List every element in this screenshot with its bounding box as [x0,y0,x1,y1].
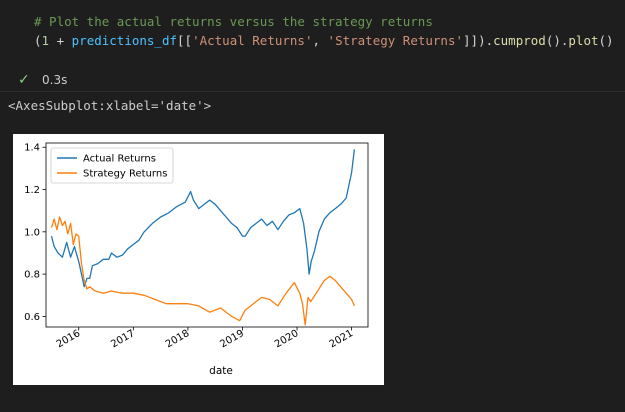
x-axis-label: date [209,365,233,377]
y-tick-label: 0.8 [24,270,40,281]
x-tick-label: 2019 [218,328,246,350]
code-bracket-close: ]]) [463,33,486,48]
execution-time: 0.3s [42,73,68,87]
code-string-actual: 'Actual Returns' [192,33,313,48]
code-fn-plot: plot [568,33,599,48]
code-call: () [598,33,614,48]
y-tick-label: 1.0 [24,227,40,238]
code-fn-cumprod: cumprod [493,33,546,48]
x-tick-label: 2020 [273,328,301,350]
code-dot: . [485,33,494,48]
code-operator: + [49,33,72,48]
x-tick-label: 2016 [55,328,83,350]
x-tick-label: 2018 [164,328,192,350]
code-paren: ( [34,33,42,48]
code-string-strategy: 'Strategy Returns' [327,33,464,48]
code-comment: # Plot the actual returns versus the str… [34,14,433,29]
chart-figure: 0.6 0.8 1.0 1.2 1.4 2016 2017 2018 2019 2020 2021 d… [13,134,384,385]
code-number: 1 [41,33,50,48]
code-bracket-open: [[ [177,33,193,48]
series-line-1 [50,216,355,326]
series-line-0 [50,149,356,288]
code-comma: , [312,33,328,48]
legend-entry: Actual Returns [83,154,156,165]
line-chart: 0.6 0.8 1.0 1.2 1.4 2016 2017 2018 2019 2020 2021 d… [24,142,369,377]
legend-box [50,147,174,184]
check-icon: ✓ [18,72,30,88]
y-tick-label: 1.2 [24,185,40,196]
cell-output: <AxesSubplot:xlabel='date'> 0.6 0.8 1.0 1.2… [0,92,625,412]
legend-entry: Strategy Returns [83,169,167,180]
plot-frame [45,142,369,328]
code-cell[interactable]: # Plot the actual returns versus the str… [0,0,625,92]
code-editor[interactable]: # Plot the actual returns versus the str… [34,12,614,50]
x-tick-label: 2021 [328,328,356,350]
output-repr: <AxesSubplot:xlabel='date'> [8,98,212,113]
code-dot: . [560,33,569,48]
y-tick-label: 0.6 [24,312,40,323]
code-variable: predictions_df [71,33,177,48]
x-tick-label: 2017 [109,328,137,350]
execution-status: ✓ 0.3s [18,72,67,88]
y-tick-label: 1.4 [24,143,40,154]
code-call: () [545,33,561,48]
cell-divider [0,91,625,92]
